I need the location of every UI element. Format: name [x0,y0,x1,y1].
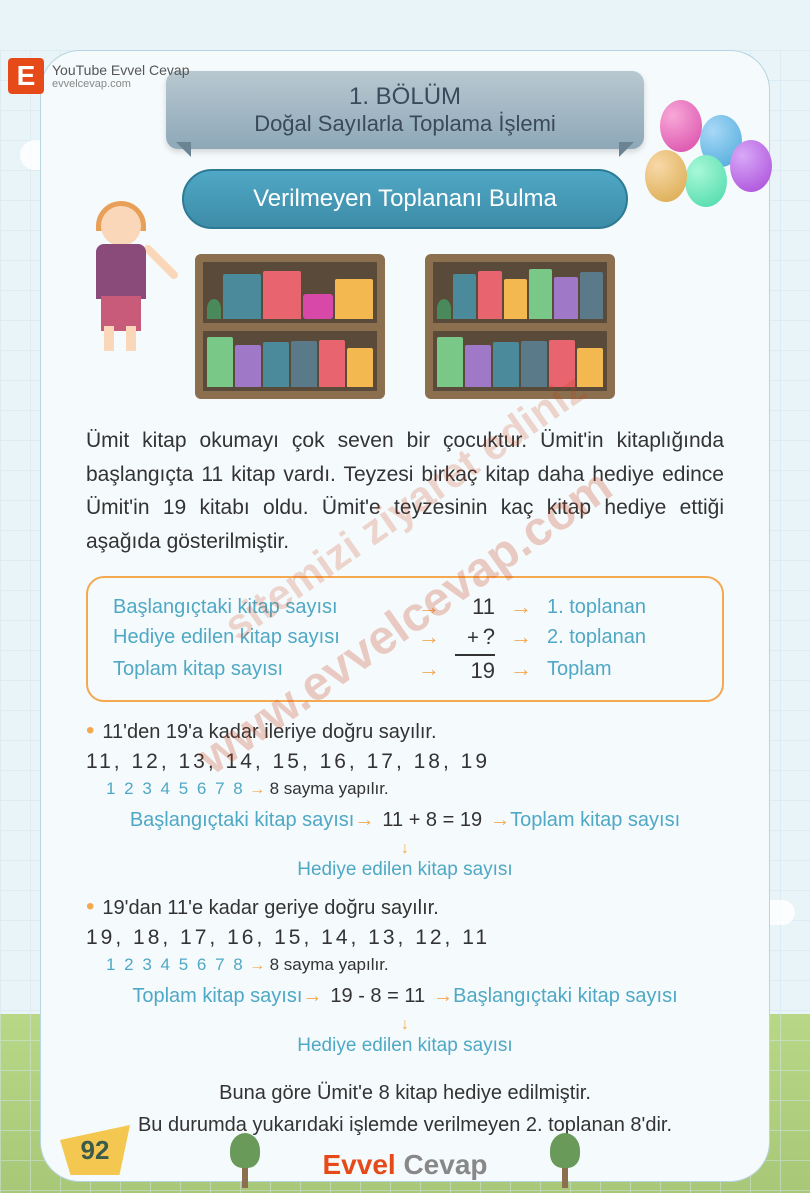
conclusion: Buna göre Ümit'e 8 kitap hediye edilmişt… [86,1077,724,1141]
forward-instruction: 11'den 19'a kadar ileriye doğru sayılır. [102,721,436,743]
calc-right-label: Başlangıçtaki kitap sayısı [453,985,678,1007]
arrow-icon: → [302,985,322,1007]
eq-value-1: 11 [455,594,495,620]
arrow-icon: → [418,656,440,682]
eq-role-3: Toplam [547,658,611,681]
arrow-icon: → [490,809,510,831]
arrow-icon: → [354,809,374,831]
footer-logo: Evvel Cevap [323,1149,488,1181]
arrow-icon: → [249,957,265,974]
bullet-icon: • [86,893,94,920]
backward-sequence: 19, 18, 17, 16, 15, 14, 13, 12, 11 [86,926,724,950]
backward-counts: 1 2 3 4 5 6 7 8 [106,955,245,974]
arrow-icon: → [249,781,265,798]
bullet-icon: • [86,717,94,744]
tree-decoration [550,1133,580,1188]
calc-right-label: Toplam kitap sayısı [510,809,680,831]
eq-role-2: 2. toplanan [547,626,646,649]
chapter-subtitle: Doğal Sayılarla Toplama İşlemi [206,111,605,137]
girl-illustration [76,206,166,346]
conclusion-line2: Bu durumda yukarıdaki işlemde verilmeyen… [86,1109,724,1141]
forward-counts: 1 2 3 4 5 6 7 8 [106,779,245,798]
eq-label-3: Toplam kitap sayısı [113,658,403,681]
footer-part2: Cevap [396,1149,488,1180]
arrow-icon: → [510,656,532,682]
arrow-icon: → [433,985,453,1007]
chapter-banner: 1. BÖLÜM Doğal Sayılarla Toplama İşlemi [166,71,645,149]
arrow-icon: → [510,594,532,620]
calc-left-label: Başlangıçtaki kitap sayısı [130,809,355,831]
watermark-logo-icon: E [8,58,44,94]
calc-sub-label: Hediye edilen kitap sayısı [297,1035,512,1056]
arrow-icon: → [418,594,440,620]
eq-value-3: 19 [455,654,495,684]
forward-count-result: 8 sayma yapılır. [270,779,389,798]
calc-expression: 11 + 8 = 19 [382,809,482,831]
arrow-icon: → [510,624,532,650]
intro-paragraph: Ümit kitap okumayı çok seven bir çocuktu… [86,424,724,558]
balloons-decoration [640,100,780,250]
backward-count-result: 8 sayma yapılır. [270,955,389,974]
chapter-number: 1. BÖLÜM [206,83,605,111]
watermark-line2: evvelcevap.com [52,78,190,90]
conclusion-line1: Buna göre Ümit'e 8 kitap hediye edilmişt… [86,1077,724,1109]
calc-left-label: Toplam kitap sayısı [132,985,302,1007]
watermark-header: E YouTube Evvel Cevap evvelcevap.com [8,58,190,94]
calc-sub-label: Hediye edilen kitap sayısı [297,859,512,880]
eq-value-2: ? [483,624,495,649]
eq-label-1: Başlangıçtaki kitap sayısı [113,596,403,619]
tree-decoration [230,1133,260,1188]
plus-sign: + [467,627,479,649]
topic-banner: Verilmeyen Toplananı Bulma [182,169,629,229]
equation-box: Başlangıçtaki kitap sayısı → 11 → 1. top… [86,576,724,702]
bookshelves-illustration [86,254,724,399]
eq-role-1: 1. toplanan [547,596,646,619]
arrow-icon: → [418,624,440,650]
footer-part1: Evvel [323,1149,396,1180]
eq-label-2: Hediye edilen kitap sayısı [113,626,403,649]
watermark-line1: YouTube Evvel Cevap [52,62,190,78]
forward-sequence: 11, 12, 13, 14, 15, 16, 17, 18, 19 [86,750,724,774]
arrow-down-icon: ↓ [401,840,409,857]
backward-instruction: 19'dan 11'e kadar geriye doğru sayılır. [102,897,438,919]
arrow-down-icon: ↓ [401,1016,409,1033]
calc-expression: 19 - 8 = 11 [330,985,425,1007]
